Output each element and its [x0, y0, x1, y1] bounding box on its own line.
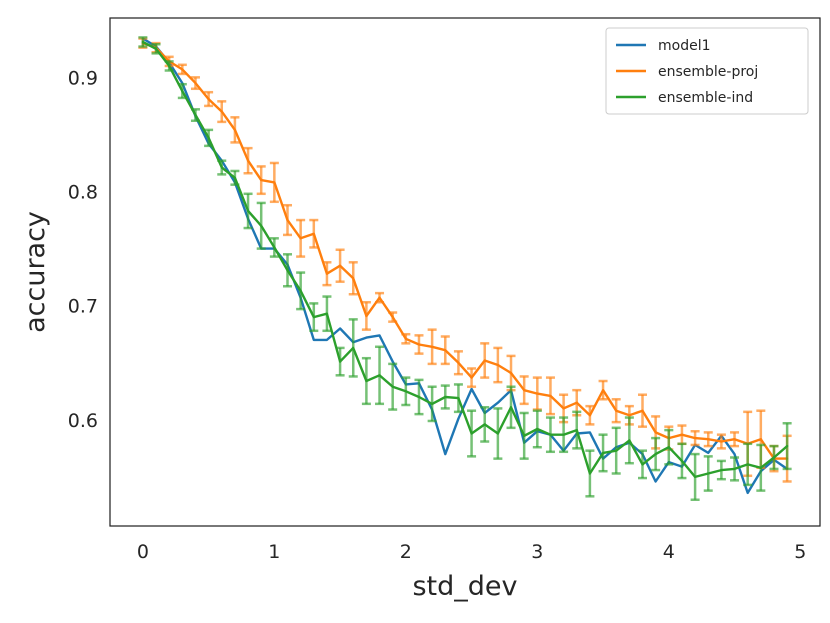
legend-box: [605, 27, 809, 115]
y-tick-label: 0.6: [68, 410, 98, 432]
x-tick-label: 2: [400, 541, 412, 563]
series-line-ensemble-ind: [141, 40, 789, 479]
x-tick-label: 0: [137, 541, 149, 563]
x-tick-label: 1: [268, 541, 280, 563]
series-model1: [141, 37, 789, 495]
x-tick-label: 5: [794, 541, 806, 563]
legend-label-ensemble-proj: ensemble-proj: [658, 64, 758, 80]
x-axis-label: std_dev: [412, 571, 517, 602]
legend: model1 ensemble-proj ensemble-ind: [605, 27, 809, 115]
y-tick-label: 0.7: [68, 296, 98, 318]
legend-label-ensemble-ind: ensemble-ind: [658, 90, 753, 106]
legend-label-model1: model1: [658, 38, 711, 54]
series-line-model1: [141, 37, 789, 495]
y-tick-label: 0.9: [68, 67, 98, 89]
series-ensemble-ind: [138, 36, 792, 501]
data-layer: [138, 36, 792, 501]
y-tick-label: 0.8: [68, 182, 98, 204]
y-axis-label: accuracy: [20, 211, 51, 333]
x-tick-label: 4: [663, 541, 675, 563]
x-tick-label: 3: [531, 541, 543, 563]
series-line-ensemble-proj: [141, 41, 789, 460]
